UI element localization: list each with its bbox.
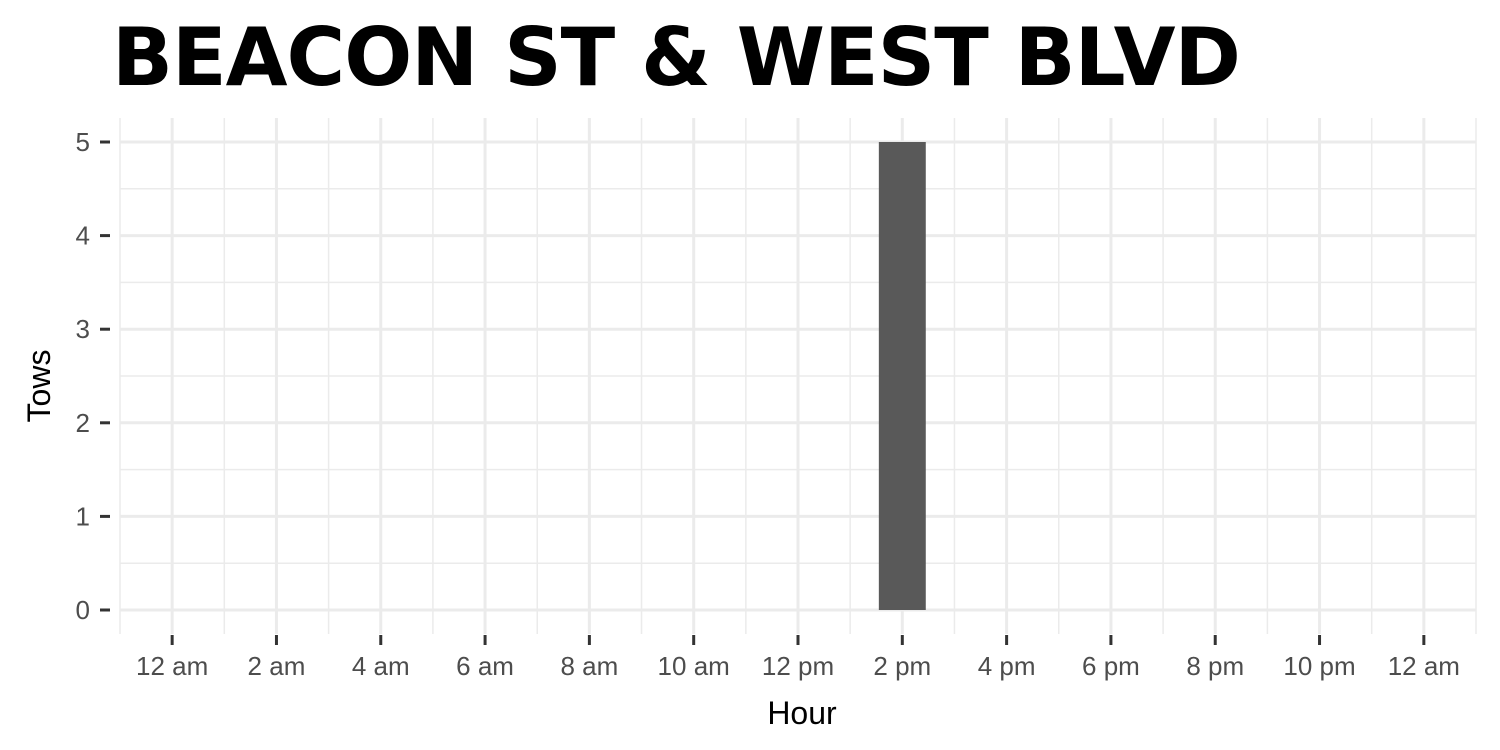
y-tick-label: 4 xyxy=(76,221,90,251)
x-tick-label: 12 pm xyxy=(762,651,834,681)
x-tick-label: 6 pm xyxy=(1082,651,1140,681)
x-tick-label: 4 pm xyxy=(978,651,1036,681)
x-tick-label: 10 pm xyxy=(1283,651,1355,681)
x-tick-label: 2 am xyxy=(248,651,306,681)
y-tick-label: 5 xyxy=(76,127,90,157)
y-axis-title: Tows xyxy=(21,350,57,423)
x-tick-label: 8 am xyxy=(560,651,618,681)
y-tick-label: 1 xyxy=(76,501,90,531)
x-tick-label: 8 pm xyxy=(1186,651,1244,681)
grid-lines xyxy=(119,118,1477,634)
chart-title: BEACON ST & WEST BLVD xyxy=(112,11,1241,104)
bar xyxy=(878,142,926,610)
y-tick-label: 2 xyxy=(76,408,90,438)
x-tick-label: 2 pm xyxy=(873,651,931,681)
x-axis-title: Hour xyxy=(767,695,837,731)
x-tick-label: 4 am xyxy=(352,651,410,681)
bars xyxy=(878,142,926,610)
x-tick-label: 6 am xyxy=(456,651,514,681)
y-tick-label: 3 xyxy=(76,314,90,344)
x-tick-label: 12 am xyxy=(1388,651,1460,681)
x-tick-label: 10 am xyxy=(658,651,730,681)
y-tick-label: 0 xyxy=(76,595,90,625)
axes: 0 1 2 3 4 5 12 am 2 am 4 am 6 am 8 am 10 am 12 pm 2 p… xyxy=(76,127,1460,681)
x-tick-label: 12 am xyxy=(136,651,208,681)
